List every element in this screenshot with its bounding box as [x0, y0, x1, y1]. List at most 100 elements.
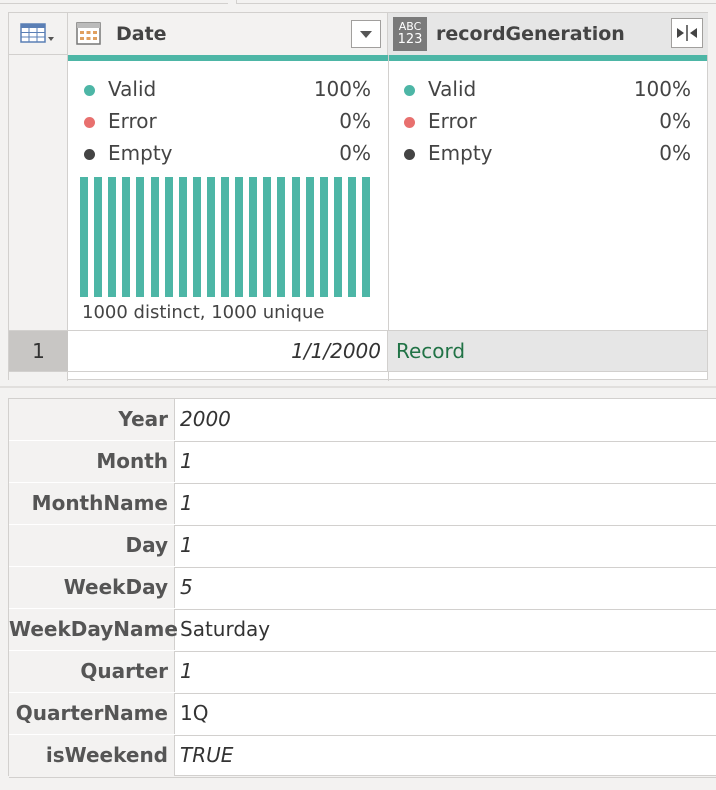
histogram-bar[interactable] [136, 177, 144, 297]
histogram-bar[interactable] [334, 177, 342, 297]
stat-label: Valid [108, 77, 157, 101]
column-filter-dropdown[interactable] [351, 20, 381, 48]
stat-percent: 0% [659, 109, 691, 133]
empty-dot-icon [84, 149, 95, 160]
stat-label: Error [428, 109, 477, 133]
column-header-recordgeneration[interactable]: ABC 123 recordGeneration [388, 13, 708, 55]
detail-key: MonthName [9, 483, 175, 524]
histogram-bar[interactable] [292, 177, 300, 297]
detail-value[interactable]: 1 [180, 491, 193, 515]
detail-row-isweekend[interactable]: isWeekend TRUE [9, 735, 716, 778]
column-title-recordgeneration: recordGeneration [436, 23, 625, 45]
detail-value[interactable]: 2000 [180, 407, 231, 431]
histogram-bar[interactable] [151, 177, 159, 297]
detail-row-monthname[interactable]: MonthName 1 [9, 483, 716, 526]
column-title-date: Date [116, 23, 167, 45]
detail-value[interactable]: 1Q [180, 701, 209, 725]
any-type-icon[interactable]: ABC 123 [393, 17, 427, 51]
stat-error: Error 0% [84, 107, 371, 139]
expand-column-button[interactable] [671, 18, 703, 48]
table-menu-corner[interactable] [9, 13, 68, 55]
stat-label: Empty [428, 141, 493, 165]
histogram-bar[interactable] [80, 177, 88, 297]
data-grid: Date ABC 123 recordGeneration Valid 100% [8, 12, 708, 381]
stat-error: Error 0% [404, 107, 691, 139]
detail-row-month[interactable]: Month 1 [9, 441, 716, 484]
record-detail-pane: Year 2000 Month 1 MonthName 1 Day 1 Week… [8, 398, 716, 778]
column-divider [388, 55, 389, 381]
detail-key: WeekDayName [9, 609, 178, 650]
stat-label: Empty [108, 141, 173, 165]
pane-separator[interactable] [0, 386, 716, 388]
histogram-bar[interactable] [207, 177, 215, 297]
histogram-bar[interactable] [179, 177, 187, 297]
detail-row-year[interactable]: Year 2000 [9, 399, 716, 442]
histogram-bar[interactable] [108, 177, 116, 297]
histogram-bar[interactable] [320, 177, 328, 297]
stat-label: Valid [428, 77, 477, 101]
chevron-down-icon [360, 31, 372, 38]
column-quality-recordgeneration: Valid 100% Error 0% Empty 0% [404, 75, 691, 175]
row-number-stub [9, 373, 68, 381]
calendar-type-icon[interactable] [76, 21, 102, 47]
top-strip-left [0, 0, 228, 4]
value-distribution-chart[interactable] [80, 177, 370, 297]
stat-empty: Empty 0% [84, 139, 371, 171]
stat-percent: 100% [313, 77, 371, 101]
detail-value[interactable]: 1 [180, 533, 193, 557]
distinct-unique-summary: 1000 distinct, 1000 unique [82, 302, 325, 323]
type-badge-123: 123 [397, 32, 423, 47]
detail-key: Month [9, 441, 175, 482]
histogram-bar[interactable] [263, 177, 271, 297]
top-strip-right [236, 0, 716, 4]
stat-percent: 100% [633, 77, 691, 101]
detail-value[interactable]: 1 [180, 449, 193, 473]
stat-label: Error [108, 109, 157, 133]
type-badge-abc: ABC [398, 20, 422, 33]
detail-row-weekdayname[interactable]: WeekDayName Saturday [9, 609, 716, 652]
valid-dot-icon [84, 85, 95, 96]
table-row[interactable]: 1 1/1/2000 Record [9, 330, 707, 372]
stat-percent: 0% [339, 109, 371, 133]
detail-row-quartername[interactable]: QuarterName 1Q [9, 693, 716, 736]
histogram-bar[interactable] [348, 177, 356, 297]
detail-key: WeekDay [9, 567, 175, 608]
quality-bar-recordgeneration [389, 55, 707, 61]
detail-key: isWeekend [9, 735, 175, 776]
error-dot-icon [84, 117, 95, 128]
cell-record-link[interactable]: Record [388, 331, 707, 371]
histogram-bar[interactable] [235, 177, 243, 297]
histogram-bar[interactable] [122, 177, 130, 297]
histogram-bar[interactable] [306, 177, 314, 297]
detail-key: QuarterName [9, 693, 175, 734]
detail-row-day[interactable]: Day 1 [9, 525, 716, 568]
row-number-column [9, 55, 68, 381]
stat-valid: Valid 100% [84, 75, 371, 107]
quality-bar-date [68, 55, 388, 61]
detail-value[interactable]: 5 [180, 575, 193, 599]
stat-percent: 0% [339, 141, 371, 165]
histogram-bar[interactable] [221, 177, 229, 297]
detail-value[interactable]: TRUE [180, 743, 234, 767]
detail-value[interactable]: Saturday [180, 617, 271, 641]
expand-arrows-icon [677, 25, 697, 41]
detail-value[interactable]: 1 [180, 659, 193, 683]
detail-row-weekday[interactable]: WeekDay 5 [9, 567, 716, 610]
histogram-bar[interactable] [94, 177, 102, 297]
column-header-date[interactable]: Date [68, 13, 388, 55]
stat-percent: 0% [659, 141, 691, 165]
detail-key: Day [9, 525, 175, 566]
empty-dot-icon [404, 149, 415, 160]
histogram-bar[interactable] [249, 177, 257, 297]
table-menu-icon[interactable] [20, 23, 56, 45]
row-number[interactable]: 1 [9, 331, 68, 371]
valid-dot-icon [404, 85, 415, 96]
histogram-bar[interactable] [277, 177, 285, 297]
detail-row-quarter[interactable]: Quarter 1 [9, 651, 716, 694]
cell-date[interactable]: 1/1/2000 [68, 331, 388, 371]
histogram-bar[interactable] [193, 177, 201, 297]
histogram-bar[interactable] [362, 177, 370, 297]
column-quality-date: Valid 100% Error 0% Empty 0% [84, 75, 371, 175]
histogram-bar[interactable] [165, 177, 173, 297]
error-dot-icon [404, 117, 415, 128]
